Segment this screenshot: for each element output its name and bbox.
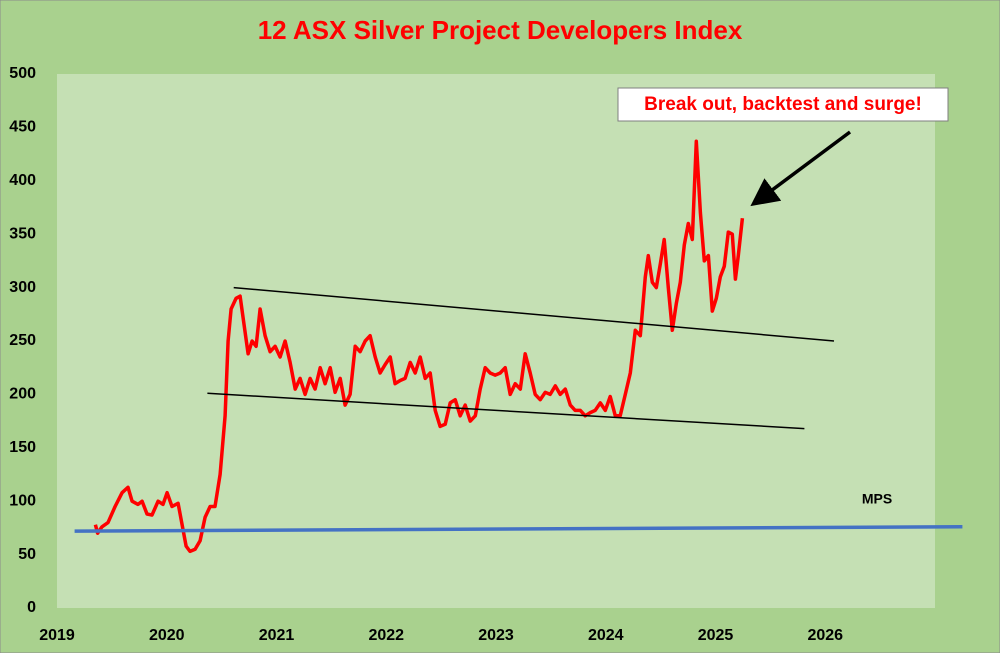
- series-line: [74, 525, 963, 533]
- annotation: Break out, backtest and surge!: [644, 94, 922, 115]
- y-tick-label: 350: [9, 225, 36, 242]
- y-tick-label: 100: [9, 492, 36, 509]
- y-tick-label: 50: [18, 546, 36, 563]
- series-line: [93, 139, 745, 554]
- x-tick-label: 2024: [588, 627, 624, 644]
- y-tick-label: 500: [9, 65, 36, 82]
- y-tick-label: 400: [9, 172, 36, 189]
- y-tick-label: 200: [9, 386, 36, 403]
- chart-title: 12 ASX Silver Project Developers Index: [258, 15, 743, 45]
- lines: [74, 139, 963, 554]
- x-tick-label: 2022: [368, 627, 404, 644]
- series-label: MPS: [862, 491, 892, 507]
- x-tick-label: 2019: [39, 627, 75, 644]
- series-line: [233, 286, 835, 342]
- y-tick-label: 0: [27, 599, 36, 616]
- y-tick-label: 450: [9, 119, 36, 136]
- x-tick-label: 2021: [259, 627, 295, 644]
- x-tick-label: 2023: [478, 627, 514, 644]
- annotation-box: [617, 87, 949, 122]
- x-tick-label: 2020: [149, 627, 185, 644]
- y-tick-label: 150: [9, 439, 36, 456]
- annotation-arrow: [750, 130, 852, 207]
- y-tick-label: 300: [9, 279, 36, 296]
- x-tick-label: 2025: [698, 627, 734, 644]
- x-tick-label: 2026: [807, 627, 843, 644]
- series-line: [207, 392, 805, 430]
- y-tick-label: 250: [9, 332, 36, 349]
